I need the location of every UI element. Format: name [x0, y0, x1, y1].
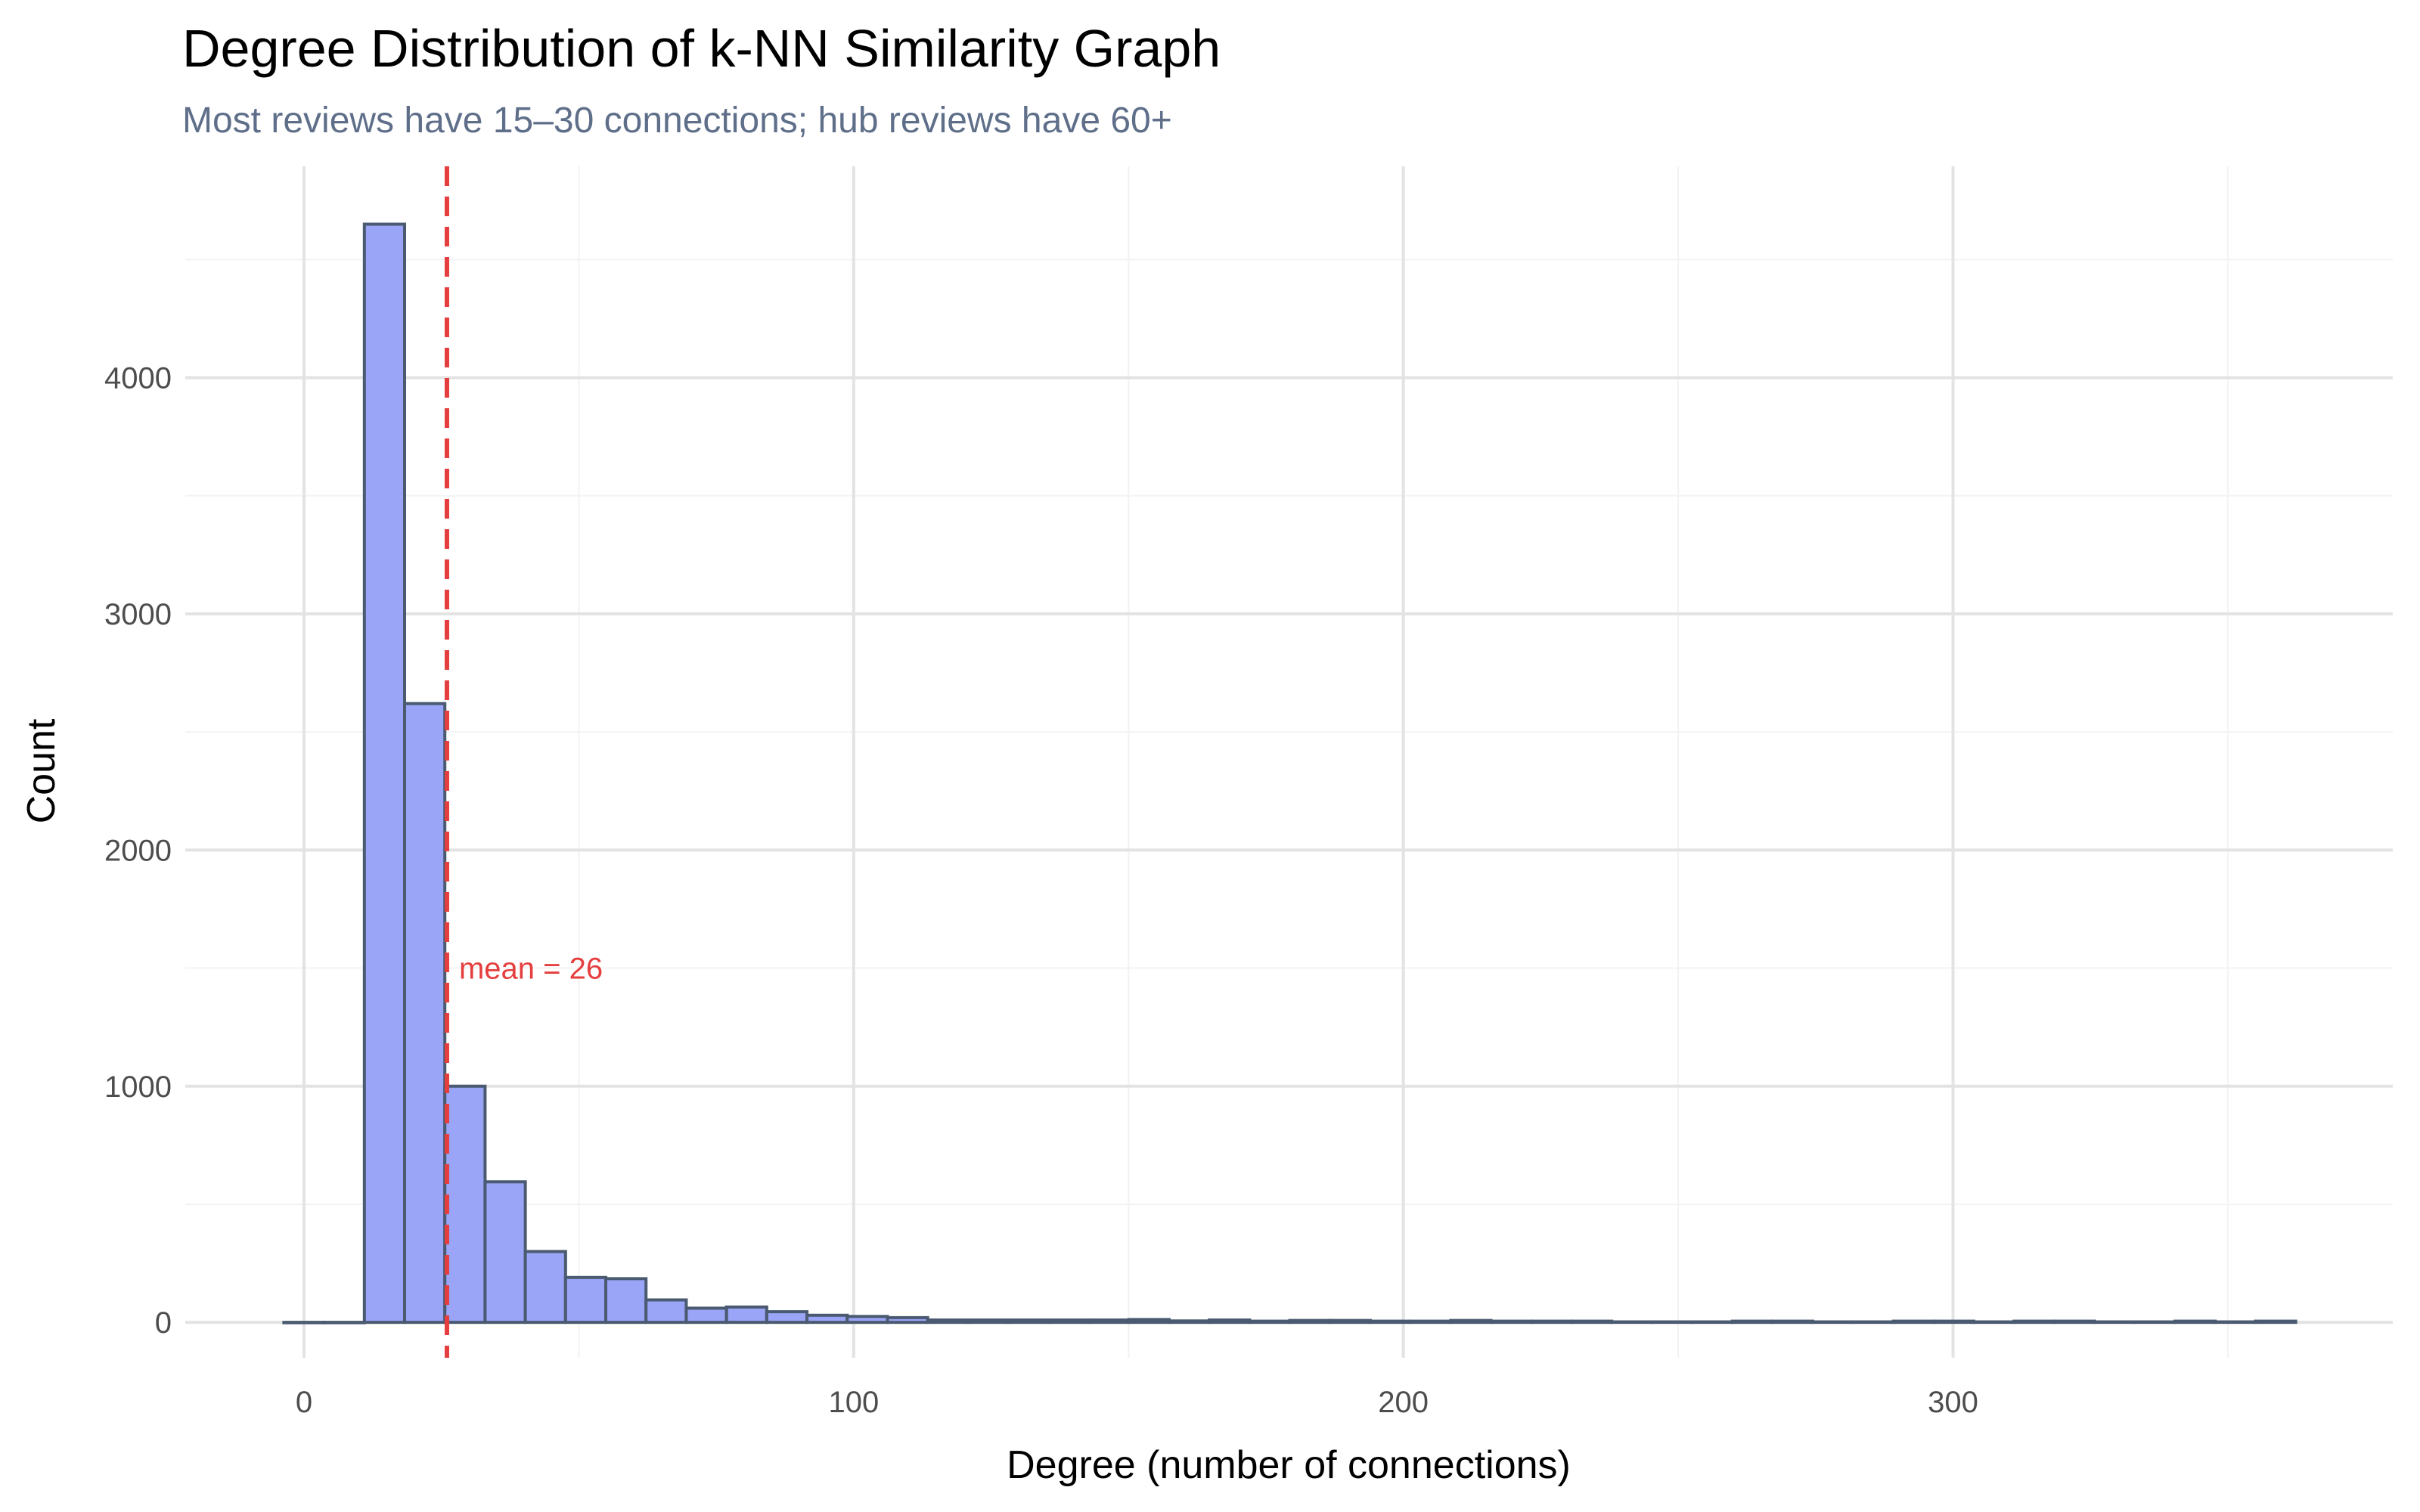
histogram-bar: [1931, 1319, 1976, 1325]
histogram-bar: [403, 702, 447, 1325]
histogram-bar: [644, 1298, 688, 1325]
histogram-bar: [1208, 1318, 1252, 1325]
histogram-bar: [1569, 1319, 1614, 1325]
histogram-bar: [765, 1310, 809, 1325]
histogram-bar: [483, 1180, 527, 1325]
bars: [282, 222, 2297, 1325]
y-axis-label: Count: [20, 718, 64, 823]
histogram-bar: [523, 1250, 567, 1325]
y-tick-label: 2000: [104, 834, 172, 867]
histogram-bar: [1851, 1320, 1895, 1325]
histogram-bar: [1047, 1318, 1091, 1325]
histogram-bar: [1368, 1319, 1413, 1325]
histogram-bar: [1248, 1319, 1292, 1325]
histogram-bar: [1449, 1318, 1493, 1325]
histogram-bar: [1489, 1319, 1533, 1325]
histogram-bar: [563, 1275, 608, 1325]
histogram-bar: [724, 1305, 768, 1325]
histogram-bar: [443, 1084, 487, 1325]
histogram-bar: [604, 1277, 648, 1325]
histogram-bar: [1891, 1319, 1935, 1325]
x-tick-label: 300: [1928, 1386, 1978, 1419]
mean-line-group: mean = 26: [444, 166, 603, 1358]
histogram-bar: [1650, 1320, 1694, 1325]
histogram-bar: [2173, 1319, 2217, 1325]
histogram-bar: [1409, 1319, 1453, 1325]
histogram-bar: [322, 1321, 366, 1325]
y-tick-label: 0: [155, 1306, 172, 1340]
histogram-bar: [1730, 1319, 1774, 1325]
histogram-bar: [1972, 1320, 2016, 1325]
histogram-bar: [1811, 1320, 1855, 1325]
histogram-bar: [2254, 1319, 2297, 1325]
chart-subtitle: Most reviews have 15–30 connections; hub…: [182, 101, 1172, 141]
x-tick-label: 200: [1378, 1386, 1429, 1419]
histogram-bar: [282, 1321, 326, 1325]
histogram-bar: [684, 1306, 728, 1325]
y-tick-label: 3000: [104, 598, 172, 631]
mean-label: mean = 26: [459, 953, 603, 986]
histogram-bar: [2093, 1320, 2136, 1325]
chart-title: Degree Distribution of k-NN Similarity G…: [182, 19, 1221, 78]
histogram-bar: [886, 1315, 929, 1325]
x-axis-label: Degree (number of connections): [1007, 1443, 1571, 1487]
histogram-bar: [1007, 1318, 1050, 1325]
histogram-bar: [1087, 1318, 1131, 1325]
histogram-bar: [926, 1318, 970, 1325]
histogram-bar: [1127, 1318, 1171, 1325]
histogram-bar: [1328, 1318, 1372, 1325]
histogram-bar: [2133, 1320, 2177, 1325]
x-tick-label: 0: [296, 1386, 312, 1419]
histogram-bar: [362, 222, 407, 1325]
histogram-bar: [845, 1315, 889, 1325]
histogram-bar: [1610, 1320, 1654, 1325]
x-tick-label: 100: [828, 1386, 879, 1419]
histogram-bar: [1529, 1319, 1573, 1325]
histogram-bar: [966, 1318, 1010, 1325]
histogram-bar: [2214, 1320, 2257, 1325]
histogram-bar: [805, 1313, 849, 1325]
grid: [185, 166, 2393, 1358]
y-tick-label: 4000: [104, 362, 172, 395]
histogram-bar: [1167, 1319, 1212, 1325]
histogram-bar: [1288, 1318, 1332, 1325]
y-tick-label: 1000: [104, 1070, 172, 1104]
histogram-bar: [2052, 1319, 2096, 1325]
histogram-bar: [2012, 1319, 2056, 1325]
histogram-bar: [1690, 1320, 1734, 1325]
histogram-bar: [1770, 1319, 1815, 1325]
